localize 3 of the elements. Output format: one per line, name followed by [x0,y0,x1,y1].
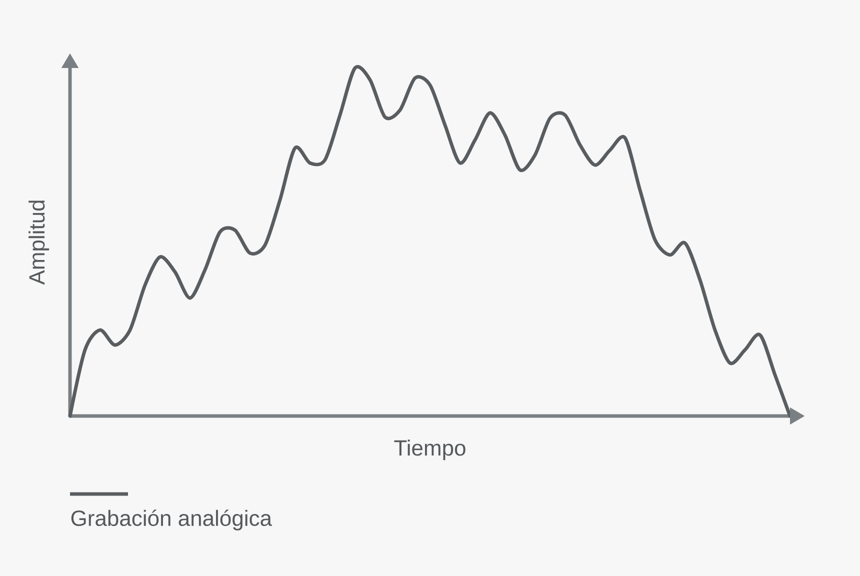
x-axis-title: Tiempo [394,440,466,460]
legend-label: Grabación analógica [71,510,272,530]
y-axis-title: Amplitud [28,200,50,285]
